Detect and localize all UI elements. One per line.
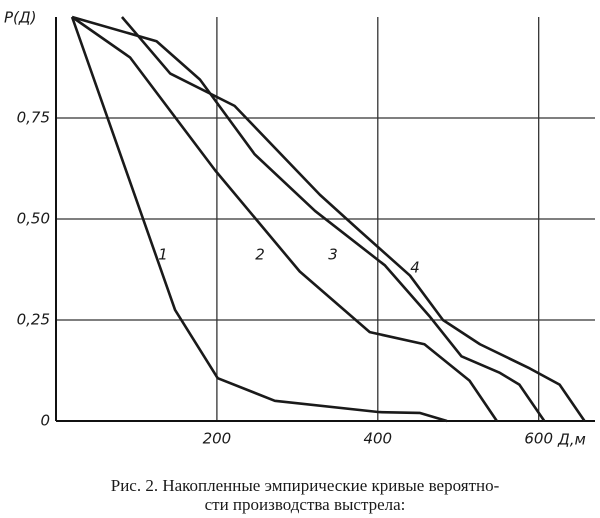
curve-label: 1 [158,246,168,264]
y-tick-label: 0,50 [17,210,50,228]
curve [70,16,448,423]
caption: Рис. 2. Накопленные эмпирические кривые … [111,476,500,495]
x-tick-label: 200 [203,430,232,448]
x-tick-label: 400 [363,430,392,448]
curve [120,16,586,422]
x-tick-label: 600 [524,430,553,448]
curve [71,15,546,422]
y-tick-label: 0,75 [17,109,50,127]
curve-label: 2 [255,246,265,264]
caption: сти производства выстрела: [205,495,406,514]
x-axis-label: Д,м [557,431,586,449]
curve-label: 4 [410,259,420,277]
curve [71,15,498,422]
y-tick-label: 0,25 [17,311,50,329]
curve-label: 3 [328,246,338,264]
y-tick-label: 0 [40,412,50,430]
y-axis-label: P(Д) [4,9,36,27]
